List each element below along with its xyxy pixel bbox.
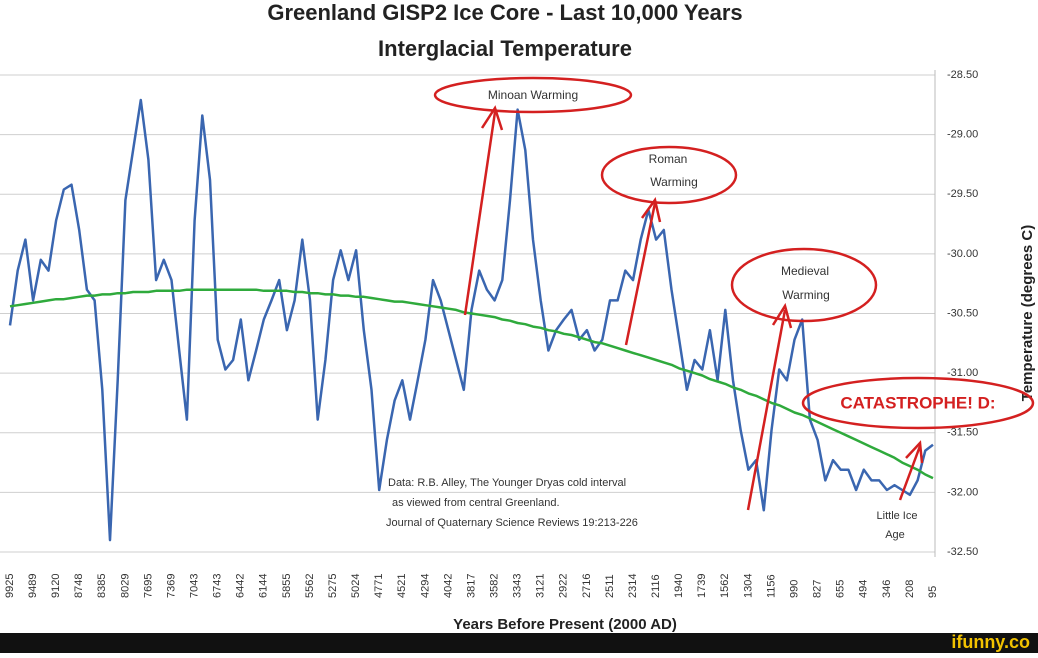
chart-title: Greenland GISP2 Ice Core - Last 10,000 Y… [267,0,742,25]
x-tick-label: 655 [835,580,847,598]
x-tick-label: 3121 [535,574,547,598]
annotation-ellipse [433,76,633,114]
y-tick-label: -31.00 [947,367,978,379]
y-tick-label: -32.00 [947,486,978,498]
x-tick-label: 2922 [558,574,570,598]
y-axis-label: Temperature (degrees C) [1019,225,1036,401]
annotation-arrowhead [640,197,662,223]
annotation-arrow [746,309,787,511]
annotation-ellipse [600,145,738,205]
x-tick-label: 2716 [581,574,593,598]
x-tick-label: 5855 [281,574,293,598]
x-tick-label: 1940 [673,574,685,598]
annotations: Minoan Warming Roman Warming Medieval Warmin… [384,88,996,541]
annotation: Warming [650,175,698,189]
x-tick-label: 5024 [350,574,362,598]
x-tick-label: 8385 [96,574,108,598]
note-text: Data: R.B. Alley, The Younger Dryas cold… [388,477,626,489]
annotation: Medieval [781,264,829,278]
trend-line [9,288,934,480]
x-tick-label: 9120 [50,574,62,598]
x-tick-label: 2511 [604,574,616,598]
y-tick-label: -30.50 [947,307,978,319]
x-tick-label: 6442 [235,574,247,598]
plot-lines [8,98,934,542]
chart-subtitle: Interglacial Temperature [378,36,632,61]
x-tick-label: 208 [904,580,916,598]
annotation: Warming [782,288,830,302]
note-text: as viewed from central Greenland. [392,497,560,509]
x-tick-label: 346 [881,580,893,598]
annotation-arrow [624,202,657,346]
x-tick-label: 1562 [719,574,731,598]
annotation: Little Ice [877,510,918,522]
annotation: Minoan Warming [488,88,578,102]
x-tick-label: 95 [927,586,939,598]
watermark: ifunny.co [951,632,1030,652]
x-tick-label: 7043 [189,574,201,598]
y-tick-label: -32.50 [947,546,978,558]
annotation: CATASTROPHE! D: [840,393,995,412]
x-tick-label: 6144 [258,574,270,598]
annotation-ellipse [730,247,878,323]
x-tick-label: 2116 [650,574,662,598]
x-tick-label: 2314 [627,574,639,598]
x-tick-label: 7695 [142,574,154,598]
x-tick-label: 3343 [512,574,524,598]
x-tick-label: 827 [812,580,824,598]
annotation-arrowhead [771,302,793,329]
x-tick-label: 4042 [442,574,454,598]
x-tick-label: 3582 [488,574,500,598]
x-tick-label: 6743 [212,574,224,598]
x-tick-label: 9925 [4,574,16,598]
note-background [390,494,745,511]
y-tick-label: -29.50 [947,188,978,200]
watermark-bar [0,633,1038,653]
x-tick-label: 1156 [765,574,777,598]
x-tick-label: 3817 [465,574,477,598]
x-tick-label: 4521 [396,574,408,598]
x-tick-label: 9489 [27,574,39,598]
annotation-ellipse [801,376,1035,430]
annotation-arrow [898,445,922,501]
x-tick-label: 5562 [304,574,316,598]
y-tick-label: -29.00 [947,129,978,141]
x-tick-label: 8748 [73,574,85,598]
annotation: Age [885,529,905,541]
y-tick-label: -28.50 [947,69,978,81]
note-text: Journal of Quaternary Science Reviews 19… [386,517,638,529]
y-tick-label: -31.50 [947,427,978,439]
x-tick-label: 7369 [165,574,177,598]
annotation-arrow [463,111,497,316]
x-axis-label: Years Before Present (2000 AD) [453,616,677,633]
annotation-arrowhead [480,105,504,131]
x-tick-label: 990 [788,580,800,598]
x-tick-label: 494 [858,580,870,598]
annotation: Roman [649,152,688,166]
annotation-arrowhead [905,440,924,464]
data-line [8,98,934,542]
x-tick-label: 4771 [373,574,385,598]
y-tick-label: -30.00 [947,248,978,260]
x-tick-label: 8029 [119,574,131,598]
x-tick-label: 5275 [327,574,339,598]
annotation-shapes [433,76,1035,511]
note-background [384,514,739,531]
x-tick-label: 1304 [742,574,754,598]
note-background [386,474,741,491]
x-tick-label: 4294 [419,574,431,598]
x-tick-label: 1739 [696,574,708,598]
